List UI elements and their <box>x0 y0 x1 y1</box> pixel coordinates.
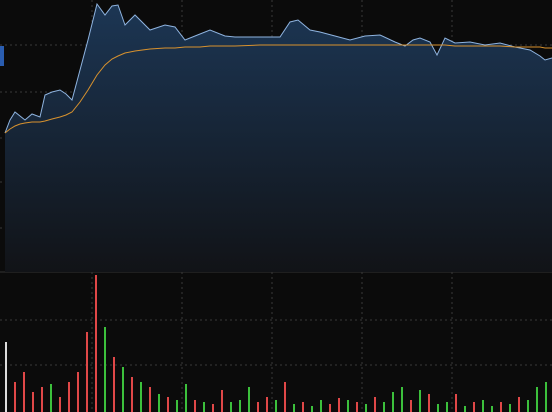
volume-bar <box>374 397 376 412</box>
volume-bar <box>59 397 61 412</box>
price-area <box>5 4 552 272</box>
volume-bar <box>491 406 493 412</box>
volume-bar <box>338 398 340 412</box>
average-line <box>4 44 552 134</box>
volume-bar <box>104 327 106 412</box>
volume-bar <box>266 397 268 412</box>
volume-bar <box>95 275 97 412</box>
volume-bar <box>518 397 520 412</box>
volume-bar <box>131 377 133 412</box>
volume-bar <box>293 404 295 412</box>
volume-bar <box>500 402 502 412</box>
volume-bar <box>50 384 52 412</box>
volume-bar <box>527 400 529 412</box>
volume-bar <box>140 382 142 412</box>
volume-bar <box>176 400 178 412</box>
volume-bar <box>464 406 466 412</box>
volume-bar <box>158 394 160 412</box>
volume-bar <box>383 402 385 412</box>
volume-bar <box>446 402 448 412</box>
volume-bar <box>473 402 475 412</box>
volume-bar <box>311 406 313 412</box>
volume-bar <box>77 372 79 412</box>
volume-bar <box>365 404 367 412</box>
volume-bar <box>320 400 322 412</box>
volume-bar <box>428 394 430 412</box>
volume-bar <box>356 402 358 412</box>
volume-bar <box>545 382 547 412</box>
volume-bar <box>275 400 277 412</box>
volume-bar <box>221 390 223 412</box>
volume-bar <box>536 387 538 412</box>
volume-bar <box>482 400 484 412</box>
volume-bar <box>437 404 439 412</box>
volume-bar <box>455 394 457 412</box>
volume-bar <box>113 357 115 412</box>
volume-bar <box>239 400 241 412</box>
volume-bar <box>329 404 331 412</box>
volume-bar <box>203 402 205 412</box>
volume-bar <box>509 404 511 412</box>
volume-bar <box>68 382 70 412</box>
volume-bar <box>392 392 394 412</box>
volume-bar <box>32 392 34 412</box>
volume-bar <box>419 390 421 412</box>
volume-bar <box>5 342 7 412</box>
volume-bar <box>41 387 43 412</box>
volume-bar <box>257 402 259 412</box>
volume-bar <box>122 367 124 412</box>
volume-bar <box>230 402 232 412</box>
volume-bar <box>410 400 412 412</box>
volume-bar <box>248 387 250 412</box>
volume-bar <box>185 384 187 412</box>
volume-bar <box>347 400 349 412</box>
volume-bar <box>23 372 25 412</box>
volume-bar <box>401 387 403 412</box>
side-marker <box>0 46 4 66</box>
volume-bar <box>167 397 169 412</box>
volume-bar <box>14 382 16 412</box>
volume-bar <box>194 400 196 412</box>
volume-bar <box>302 402 304 412</box>
price-line <box>4 2 552 134</box>
volume-bar <box>284 382 286 412</box>
volume-bar <box>212 404 214 412</box>
volume-bar <box>86 332 88 412</box>
volume-bar <box>149 387 151 412</box>
